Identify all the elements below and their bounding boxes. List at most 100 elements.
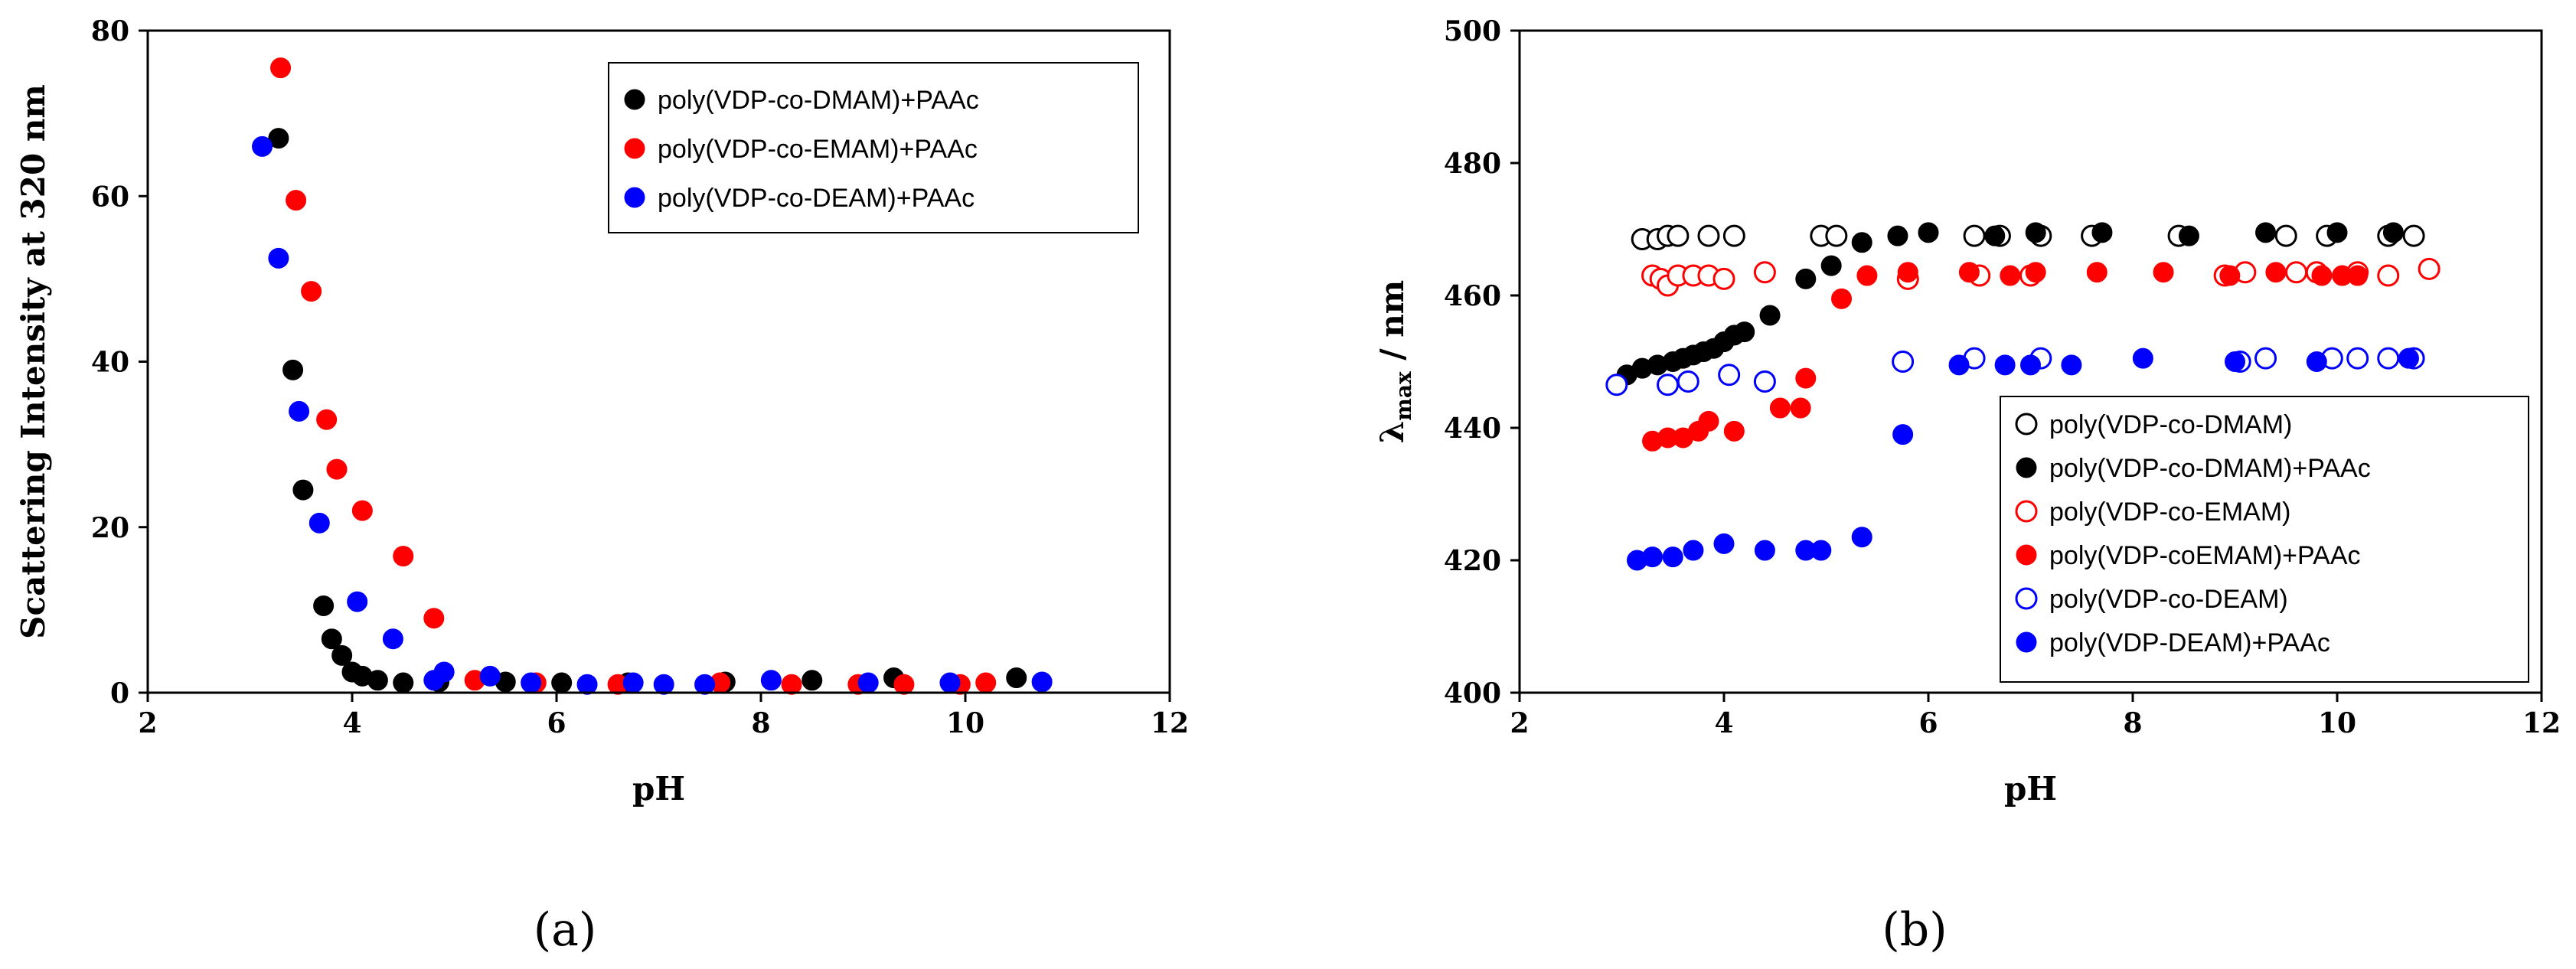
data-point <box>252 135 273 157</box>
data-point <box>270 57 292 79</box>
data-point <box>1683 540 1704 561</box>
data-point <box>321 628 342 650</box>
data-point <box>1887 225 1908 246</box>
data-point <box>2255 222 2277 243</box>
legend-marker <box>624 187 645 208</box>
data-point <box>1851 527 1872 548</box>
series-poly-vdp-coemam-paac <box>1642 262 2369 452</box>
data-point <box>551 672 573 693</box>
legend-marker <box>2015 413 2038 436</box>
data-point <box>857 672 879 693</box>
data-point <box>781 674 802 695</box>
y-tick-label: 400 <box>1444 677 1501 710</box>
y-tick-label: 460 <box>1444 280 1501 312</box>
data-point <box>521 672 542 693</box>
y-tick-label: 480 <box>1444 148 1501 180</box>
data-point <box>1657 374 1680 396</box>
legend-label: poly(VDP-co-DMAM)+PAAc <box>658 86 979 115</box>
data-point <box>2025 262 2046 283</box>
x-axis-title: pH <box>2004 770 2057 808</box>
data-point <box>2382 222 2404 243</box>
data-point <box>760 670 782 691</box>
panel-b-plot <box>1605 222 2441 571</box>
y-tick-label: 500 <box>1444 15 1501 47</box>
panel-a-axes: 2 4 6 8 10 12 0 20 40 60 80 pH Scattering Intensity … <box>15 15 1189 808</box>
panel-a-label: (a) <box>534 903 597 957</box>
data-point <box>1825 224 1848 247</box>
data-point <box>2346 347 2369 370</box>
legend-label: poly(VDP-co-DMAM) <box>2049 410 2292 439</box>
data-point <box>1697 224 1720 247</box>
legend-label: poly(VDP-co-DMAM)+PAAc <box>2049 454 2371 483</box>
series-poly-vdp-co-dmam-paac <box>1616 222 2404 386</box>
legend-label: poly(VDP-co-DEAM) <box>2049 585 2288 614</box>
legend-marker <box>2015 500 2038 523</box>
y-tick-label: 80 <box>91 15 129 47</box>
data-point <box>576 674 598 695</box>
legend-label: poly(VDP-co-DEAM)+PAAc <box>658 184 975 213</box>
legend-marker <box>624 138 645 159</box>
data-point <box>2306 351 2327 372</box>
y-tick-label: 60 <box>91 181 129 213</box>
data-point <box>622 672 644 693</box>
data-point <box>2086 262 2107 283</box>
data-point <box>1795 367 1817 389</box>
y-axis-title-symbol: λ <box>1373 421 1411 443</box>
data-point <box>1734 321 1755 343</box>
y-axis-title: λmax / nm <box>1373 280 1416 443</box>
data-point <box>1713 533 1735 554</box>
data-point <box>268 128 289 149</box>
legend-label: poly(VDP-DEAM)+PAAc <box>2049 628 2330 657</box>
data-point <box>1677 370 1699 393</box>
data-point <box>1006 667 1027 689</box>
data-point <box>2061 354 2082 376</box>
data-point <box>1984 225 2006 246</box>
legend-box <box>608 62 1139 233</box>
legend-label: poly(VDP-co-EMAM) <box>2049 498 2290 527</box>
data-point <box>1963 224 1986 247</box>
panel-a-legend: poly(VDP-co-DMAM)+PAAc poly(VDP-co-EMAM)+… <box>608 62 1139 233</box>
x-tick-label: 10 <box>2318 707 2356 739</box>
data-point <box>331 644 353 666</box>
data-point <box>393 546 414 567</box>
series-poly-vdp-co-deam- <box>1605 347 2425 396</box>
data-point <box>351 500 373 521</box>
legend-marker <box>2016 631 2037 653</box>
plot-frame <box>1518 29 2543 694</box>
x-tick-label: 8 <box>751 707 770 739</box>
data-point <box>309 512 330 533</box>
data-point <box>1892 351 1915 373</box>
x-tick-label: 2 <box>1510 707 1529 739</box>
x-tick-label: 2 <box>138 707 157 739</box>
data-point <box>2418 257 2441 280</box>
data-point <box>1753 370 1776 393</box>
data-point <box>975 672 997 693</box>
data-point <box>2254 347 2277 370</box>
y-tick-label: 0 <box>110 677 129 710</box>
data-point <box>893 674 915 695</box>
data-point <box>1754 540 1775 561</box>
data-point <box>1948 354 1970 376</box>
data-point <box>1790 397 1811 419</box>
data-point <box>2000 265 2021 286</box>
data-point <box>1759 305 1781 326</box>
data-point <box>1605 374 1628 396</box>
data-point <box>301 281 322 302</box>
data-point <box>316 409 338 430</box>
data-point <box>2347 265 2369 286</box>
legend-label: poly(VDP-co-EMAM)+PAAc <box>658 135 978 164</box>
panel-b-chart: 2 4 6 8 10 12 400 420 440 460 480 500 pH λmax / nm po… <box>1373 15 2561 808</box>
legend-marker <box>624 89 645 110</box>
x-tick-label: 6 <box>547 707 566 739</box>
data-point <box>1753 261 1776 284</box>
data-point <box>433 661 455 683</box>
data-point <box>2402 224 2425 247</box>
data-point <box>1856 265 1878 286</box>
data-point <box>268 247 289 269</box>
y-tick-label: 440 <box>1444 413 1501 445</box>
data-point <box>1718 364 1741 387</box>
data-point <box>1698 410 1719 432</box>
data-point <box>1820 255 1842 276</box>
y-axis-title-unit: / nm <box>1373 280 1411 372</box>
